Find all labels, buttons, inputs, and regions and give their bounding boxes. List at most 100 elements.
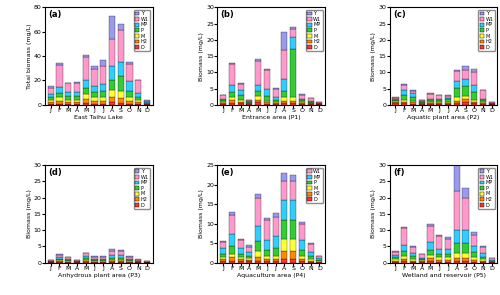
- Bar: [272, 255, 278, 259]
- Bar: [454, 253, 460, 258]
- Bar: [436, 235, 442, 236]
- Bar: [92, 86, 98, 92]
- Bar: [308, 252, 314, 255]
- Bar: [454, 97, 460, 101]
- Bar: [126, 64, 132, 81]
- Bar: [144, 102, 150, 103]
- Bar: [255, 198, 261, 226]
- Bar: [316, 258, 322, 260]
- Bar: [272, 102, 278, 103]
- Bar: [135, 260, 141, 261]
- Bar: [229, 92, 235, 97]
- Bar: [480, 99, 486, 100]
- Text: (c): (c): [393, 10, 406, 19]
- Bar: [118, 262, 124, 263]
- Bar: [290, 49, 296, 97]
- Bar: [126, 97, 132, 101]
- Bar: [462, 70, 468, 79]
- Bar: [109, 81, 115, 90]
- Bar: [255, 251, 261, 257]
- Text: (a): (a): [48, 10, 62, 19]
- Bar: [418, 259, 425, 260]
- Bar: [56, 254, 62, 255]
- Bar: [282, 50, 288, 79]
- Bar: [445, 249, 451, 254]
- Bar: [144, 100, 150, 101]
- Bar: [480, 261, 486, 262]
- Bar: [118, 98, 124, 103]
- Bar: [462, 243, 468, 253]
- Bar: [82, 80, 89, 88]
- Bar: [445, 262, 451, 263]
- Bar: [220, 99, 226, 100]
- Bar: [92, 262, 98, 263]
- Y-axis label: Total biomass (mg/L): Total biomass (mg/L): [26, 23, 32, 89]
- Bar: [282, 97, 288, 101]
- Bar: [56, 97, 62, 101]
- Bar: [255, 91, 261, 96]
- Bar: [401, 228, 407, 245]
- Bar: [418, 104, 425, 105]
- Bar: [282, 220, 288, 239]
- Bar: [471, 92, 478, 100]
- Bar: [74, 92, 80, 96]
- Bar: [82, 253, 89, 256]
- Bar: [264, 220, 270, 240]
- Bar: [401, 261, 407, 263]
- Bar: [316, 104, 322, 105]
- Bar: [454, 71, 460, 81]
- Y-axis label: Biomass (mg/L): Biomass (mg/L): [26, 189, 32, 238]
- Bar: [401, 259, 407, 261]
- Bar: [135, 100, 141, 102]
- Bar: [392, 97, 398, 98]
- Bar: [220, 258, 226, 259]
- Bar: [282, 103, 288, 105]
- Bar: [445, 95, 451, 96]
- Bar: [238, 261, 244, 263]
- Bar: [418, 254, 425, 258]
- Bar: [238, 254, 244, 258]
- Bar: [74, 262, 80, 263]
- Text: (e): (e): [220, 168, 234, 177]
- Bar: [392, 252, 398, 255]
- Bar: [436, 257, 442, 260]
- Bar: [109, 16, 115, 39]
- Bar: [436, 103, 442, 104]
- Bar: [471, 232, 478, 235]
- Bar: [282, 259, 288, 263]
- Bar: [74, 104, 80, 105]
- Bar: [308, 262, 314, 263]
- X-axis label: Entrance area (P1): Entrance area (P1): [242, 115, 300, 120]
- Bar: [436, 104, 442, 105]
- Bar: [471, 101, 478, 103]
- Bar: [480, 102, 486, 103]
- Bar: [401, 227, 407, 228]
- Bar: [290, 103, 296, 105]
- Bar: [100, 261, 106, 262]
- Bar: [118, 103, 124, 105]
- Bar: [282, 173, 288, 181]
- X-axis label: Aquatic plant area (P2): Aquatic plant area (P2): [408, 115, 480, 120]
- Bar: [272, 261, 278, 263]
- Bar: [308, 104, 314, 105]
- Bar: [48, 88, 54, 94]
- Bar: [410, 102, 416, 104]
- Bar: [255, 96, 261, 100]
- Bar: [135, 80, 141, 81]
- Bar: [65, 261, 71, 262]
- Bar: [229, 246, 235, 254]
- Bar: [471, 69, 478, 72]
- Bar: [445, 103, 451, 104]
- Bar: [392, 98, 398, 99]
- Bar: [392, 255, 398, 257]
- Bar: [109, 258, 115, 260]
- Bar: [445, 96, 451, 98]
- Bar: [144, 103, 150, 104]
- Bar: [272, 104, 278, 105]
- Bar: [428, 261, 434, 263]
- Bar: [299, 100, 305, 102]
- Bar: [436, 260, 442, 262]
- Bar: [401, 95, 407, 100]
- Bar: [126, 261, 132, 262]
- Bar: [229, 234, 235, 246]
